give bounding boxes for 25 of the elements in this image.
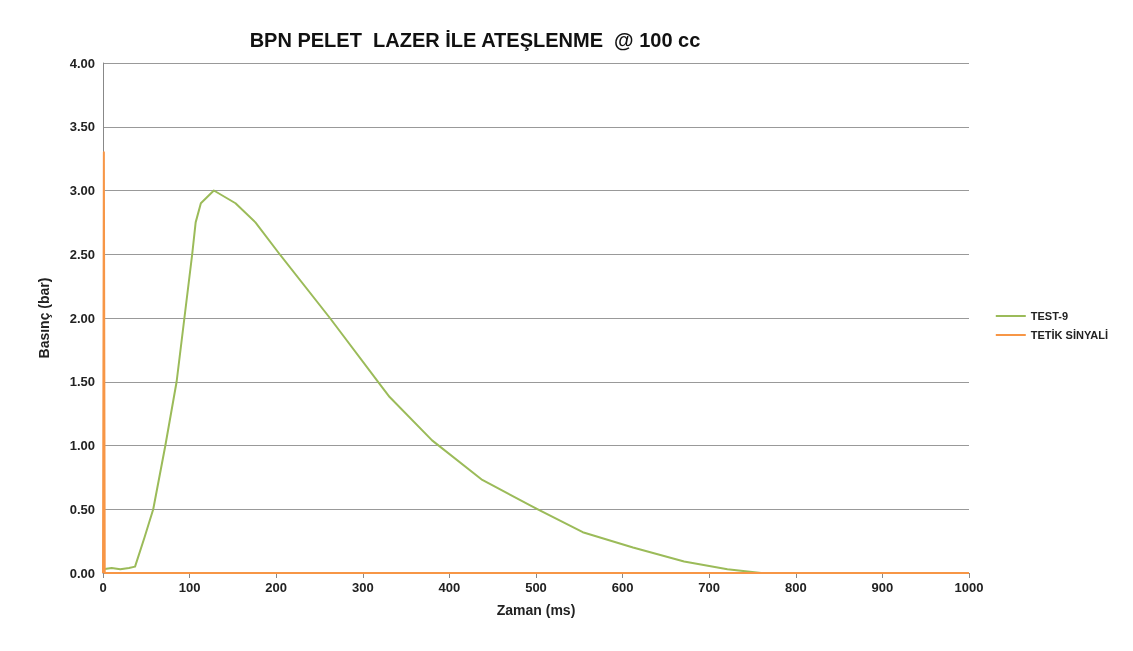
legend-label: TETİK SİNYALİ [1030,329,1108,341]
y-tick-label: 1.50 [69,374,95,390]
y-tick-label: 0.00 [69,565,95,581]
x-tick-label: 700 [698,580,721,595]
x-tick-label: 500 [525,580,547,595]
y-tick-label: 3.00 [69,183,95,198]
y-tick-label: 4.00 [69,55,95,71]
y-tick-label: 3.50 [69,119,95,135]
legend-label: TEST-9 [1030,310,1069,322]
x-tick-label: 100 [178,580,201,595]
x-axis-title: Zaman (ms) [496,602,576,618]
y-tick-label: 0.50 [69,501,95,517]
x-tick-label: 300 [351,580,374,595]
x-tick-label: 400 [438,580,461,595]
y-tick-label: 1.00 [69,438,95,453]
y-tick-label: 2.50 [69,246,95,262]
x-tick-label: 0 [99,580,107,595]
y-axis-title: Basınç (bar) [36,277,52,359]
x-tick-label: 600 [611,580,634,595]
chart-title: BPN PELET LAZER İLE ATEŞLENME @ 100 cc [249,29,701,51]
x-tick-label: 900 [871,580,894,595]
x-tick-label: 1000 [954,580,984,595]
y-tick-label: 2.00 [69,310,95,326]
x-tick-label: 800 [784,580,807,595]
x-tick-label: 200 [265,580,288,595]
